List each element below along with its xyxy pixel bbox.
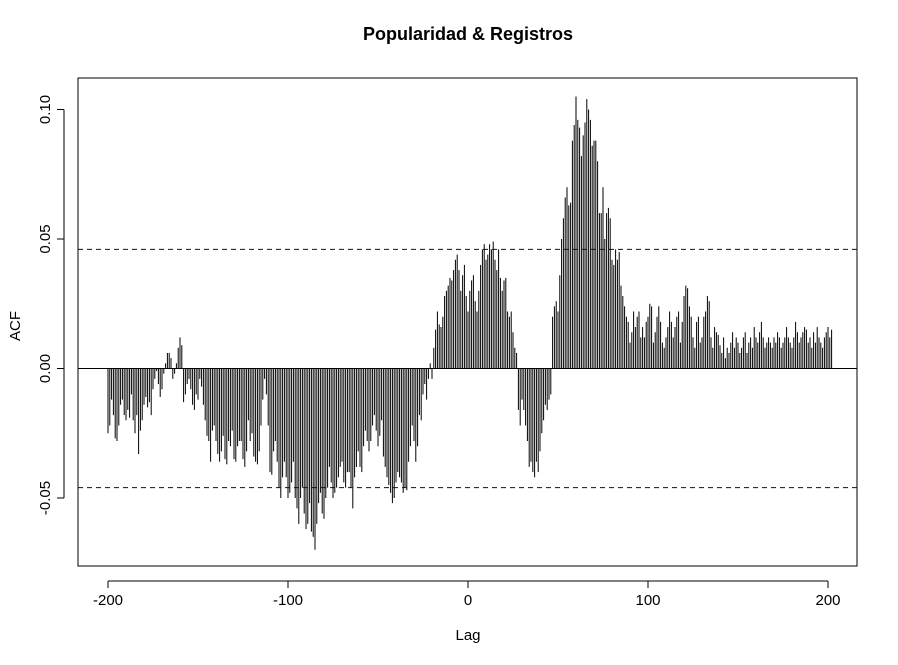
chart-title: Popularidad & Registros [363, 24, 573, 44]
y-tick-label: 0.05 [37, 224, 54, 253]
x-tick-label: 100 [635, 592, 660, 609]
acf-bars [107, 96, 833, 550]
plot-frame [77, 77, 858, 567]
y-tick-label: 0.10 [37, 95, 54, 124]
x-tick-label: 0 [464, 592, 472, 609]
x-tick-label: -200 [93, 592, 123, 609]
y-tick-label: -0.05 [37, 481, 54, 515]
x-tick-label: 200 [815, 592, 840, 609]
y-axis: -0.05 0.00 0.05 0.10 [37, 95, 65, 515]
x-tick-label: -100 [273, 592, 303, 609]
x-axis-label: Lag [455, 627, 480, 644]
y-tick-label: 0.00 [37, 354, 54, 383]
x-axis: -200 -100 0 100 200 [93, 580, 841, 609]
y-axis-label: ACF [7, 311, 24, 341]
